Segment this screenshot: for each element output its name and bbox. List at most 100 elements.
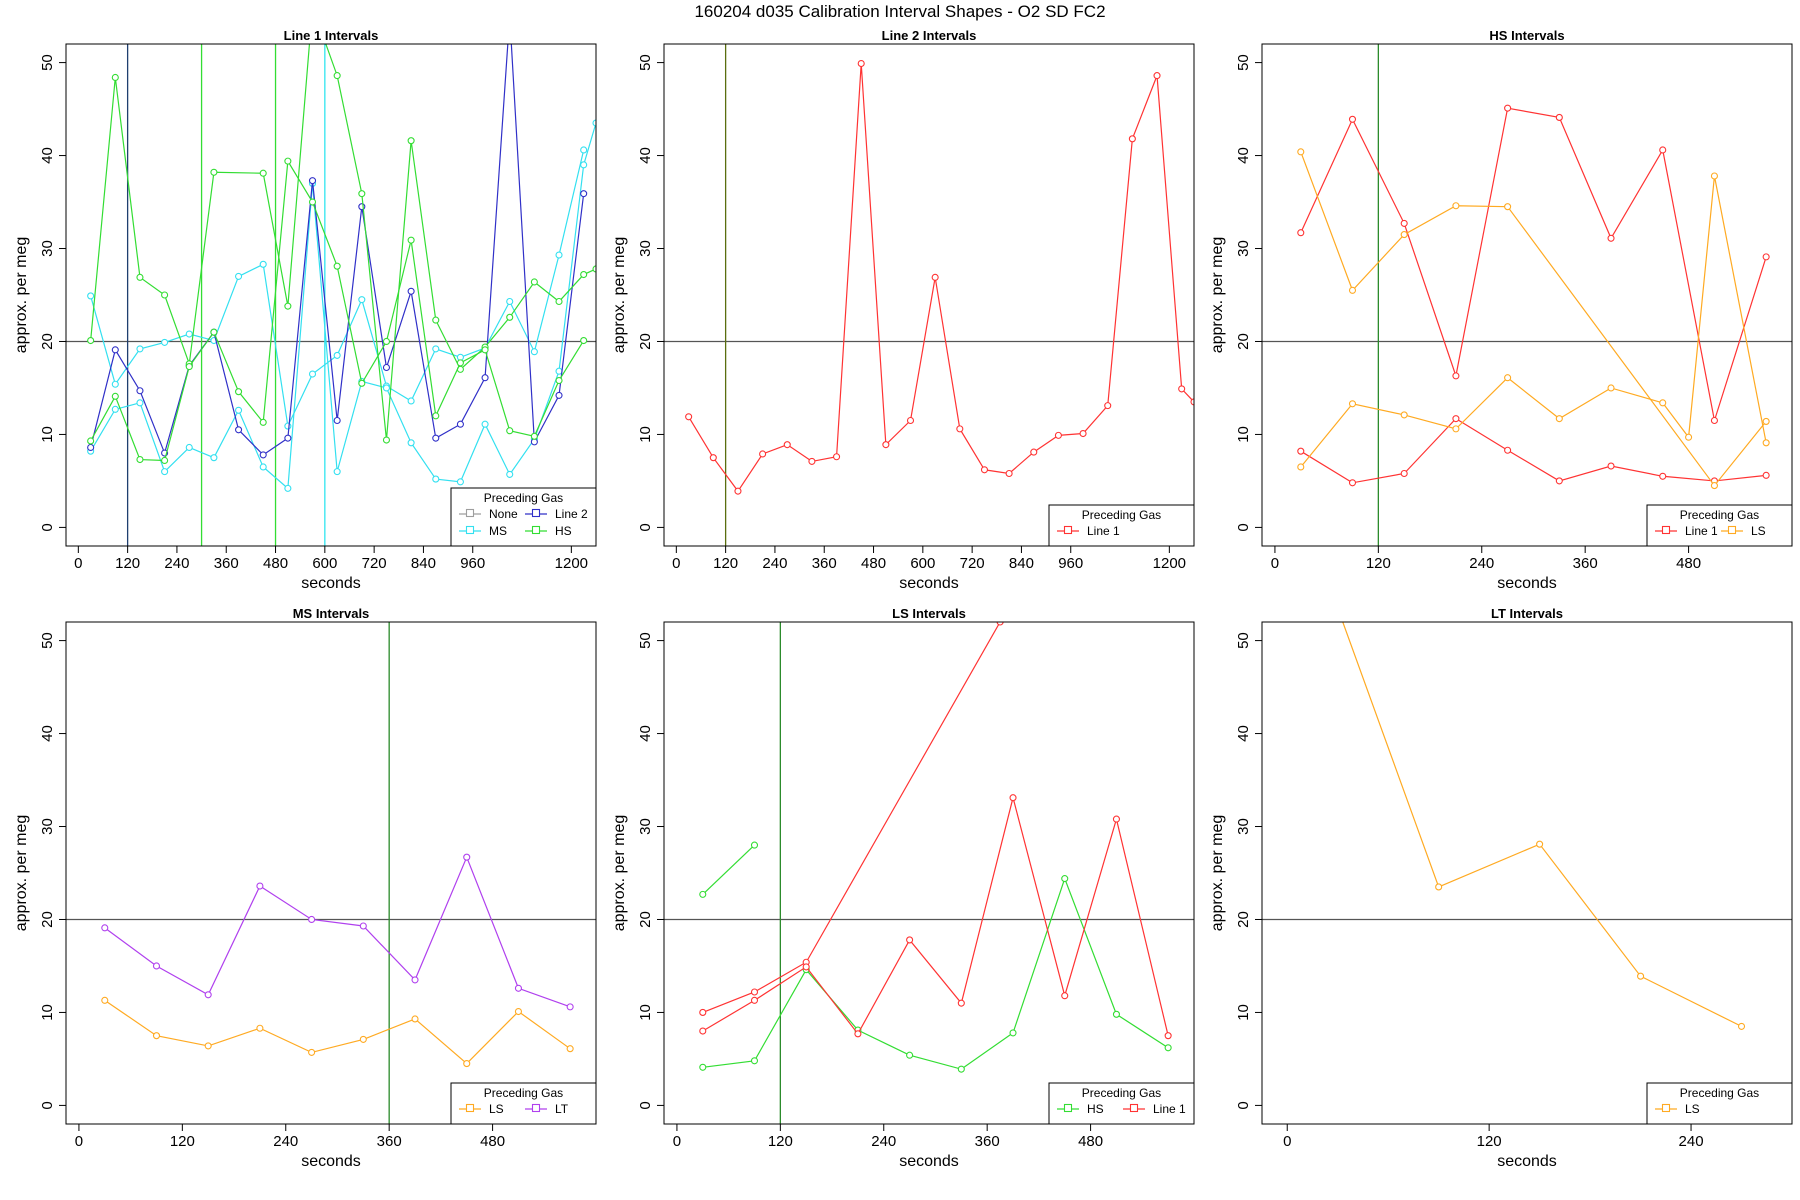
y-tick-label: 0 xyxy=(637,523,654,531)
data-point xyxy=(580,337,588,345)
data-point xyxy=(1348,479,1357,487)
x-axis-label: seconds xyxy=(301,575,361,592)
data-point xyxy=(1607,234,1615,242)
data-point xyxy=(1400,469,1408,478)
data-point xyxy=(580,146,588,154)
data-point xyxy=(1054,431,1062,439)
legend-title: Preceding Gas xyxy=(1680,508,1759,522)
panel-title: Line 1 Intervals xyxy=(284,28,379,43)
data-point xyxy=(709,454,717,462)
legend-marker xyxy=(531,525,541,535)
y-tick-label: 10 xyxy=(39,426,56,443)
legend: Preceding Gas Line 1 xyxy=(1048,504,1195,547)
data-point xyxy=(1079,429,1087,438)
data-point xyxy=(996,622,1004,626)
legend: Preceding Gas None Line 2 MS HS xyxy=(450,487,597,547)
data-point xyxy=(259,169,267,177)
data-point xyxy=(111,73,119,82)
plot-area xyxy=(664,622,1194,1124)
data-point xyxy=(734,487,742,495)
data-point xyxy=(1762,417,1770,425)
legend-entry: HS xyxy=(1057,1102,1104,1116)
data-point xyxy=(136,399,144,407)
data-point xyxy=(1452,415,1460,423)
y-tick-label: 40 xyxy=(39,725,56,742)
legend-marker xyxy=(465,525,475,535)
data-point xyxy=(259,418,267,426)
legend-marker xyxy=(465,508,475,518)
x-tick-label: 840 xyxy=(1009,555,1034,572)
y-tick-label: 10 xyxy=(1235,1004,1252,1021)
x-tick-label: 480 xyxy=(1676,555,1701,572)
data-point xyxy=(1452,425,1460,433)
y-tick-label: 20 xyxy=(637,333,654,350)
legend-label: None xyxy=(489,507,518,521)
legend-label: MS xyxy=(489,524,507,538)
data-point xyxy=(530,432,538,440)
data-point xyxy=(358,379,366,387)
data-point xyxy=(481,374,489,382)
panel-1: Line 1 Intervals 0 120 240 360 480 600 720 840 96… xyxy=(13,28,597,592)
data-point xyxy=(1400,231,1408,239)
data-point xyxy=(1762,439,1770,447)
x-tick-label: 360 xyxy=(1573,555,1598,572)
series-line-line-1 xyxy=(1300,417,1767,484)
data-point xyxy=(1435,883,1443,891)
legend-box xyxy=(450,487,597,547)
data-point xyxy=(592,119,596,127)
panel-title: LS Intervals xyxy=(892,606,966,621)
data-point xyxy=(685,413,693,421)
data-point xyxy=(808,457,816,465)
data-point xyxy=(750,988,759,996)
data-point xyxy=(931,273,939,281)
data-point xyxy=(136,273,144,281)
data-point xyxy=(566,1003,574,1011)
data-point xyxy=(284,302,292,310)
plot-area xyxy=(66,622,596,1124)
data-point xyxy=(699,1008,707,1016)
y-tick-label: 30 xyxy=(39,240,56,257)
x-tick-label: 600 xyxy=(910,555,935,572)
y-tick-label: 10 xyxy=(637,1004,654,1021)
data-point xyxy=(555,376,563,385)
x-axis-label: seconds xyxy=(1497,575,1557,592)
y-tick-label: 50 xyxy=(39,632,56,649)
series-line-line-1 xyxy=(702,622,1001,1014)
data-point xyxy=(359,922,367,930)
legend-label: Line 1 xyxy=(1087,524,1120,538)
y-axis-label: approx. per meg xyxy=(611,815,628,932)
legend-title: Preceding Gas xyxy=(1680,1086,1759,1100)
data-point xyxy=(359,1035,367,1043)
legend-marker xyxy=(1727,525,1737,535)
series-line-hs xyxy=(90,44,596,441)
data-point xyxy=(750,996,759,1004)
legend-marker xyxy=(1661,1103,1671,1113)
legend-title: Preceding Gas xyxy=(484,1086,563,1100)
legend-label: LS xyxy=(489,1102,504,1116)
legend-label: LT xyxy=(555,1102,569,1116)
data-point xyxy=(87,443,95,452)
x-axis-label: seconds xyxy=(899,1153,959,1170)
series-line-hs xyxy=(702,844,755,895)
x-tick-label: 840 xyxy=(411,555,436,572)
data-point xyxy=(956,425,964,433)
data-point xyxy=(1348,400,1357,408)
x-tick-label: 0 xyxy=(672,555,680,572)
data-point xyxy=(407,236,415,244)
data-point xyxy=(161,291,169,299)
data-point xyxy=(87,337,95,345)
legend-label: LS xyxy=(1685,1102,1700,1116)
legend-entry: HS xyxy=(525,524,572,538)
x-tick-label: 360 xyxy=(214,555,239,572)
data-point xyxy=(407,287,415,295)
data-point xyxy=(382,384,391,392)
y-tick-label: 50 xyxy=(39,54,56,71)
data-point xyxy=(857,59,865,68)
panel-title: HS Intervals xyxy=(1489,28,1564,43)
data-point xyxy=(308,370,317,378)
legend-box xyxy=(450,1082,597,1125)
data-point xyxy=(136,387,144,395)
data-point xyxy=(1685,433,1693,441)
x-tick-label: 120 xyxy=(713,555,738,572)
data-point xyxy=(1297,229,1305,237)
